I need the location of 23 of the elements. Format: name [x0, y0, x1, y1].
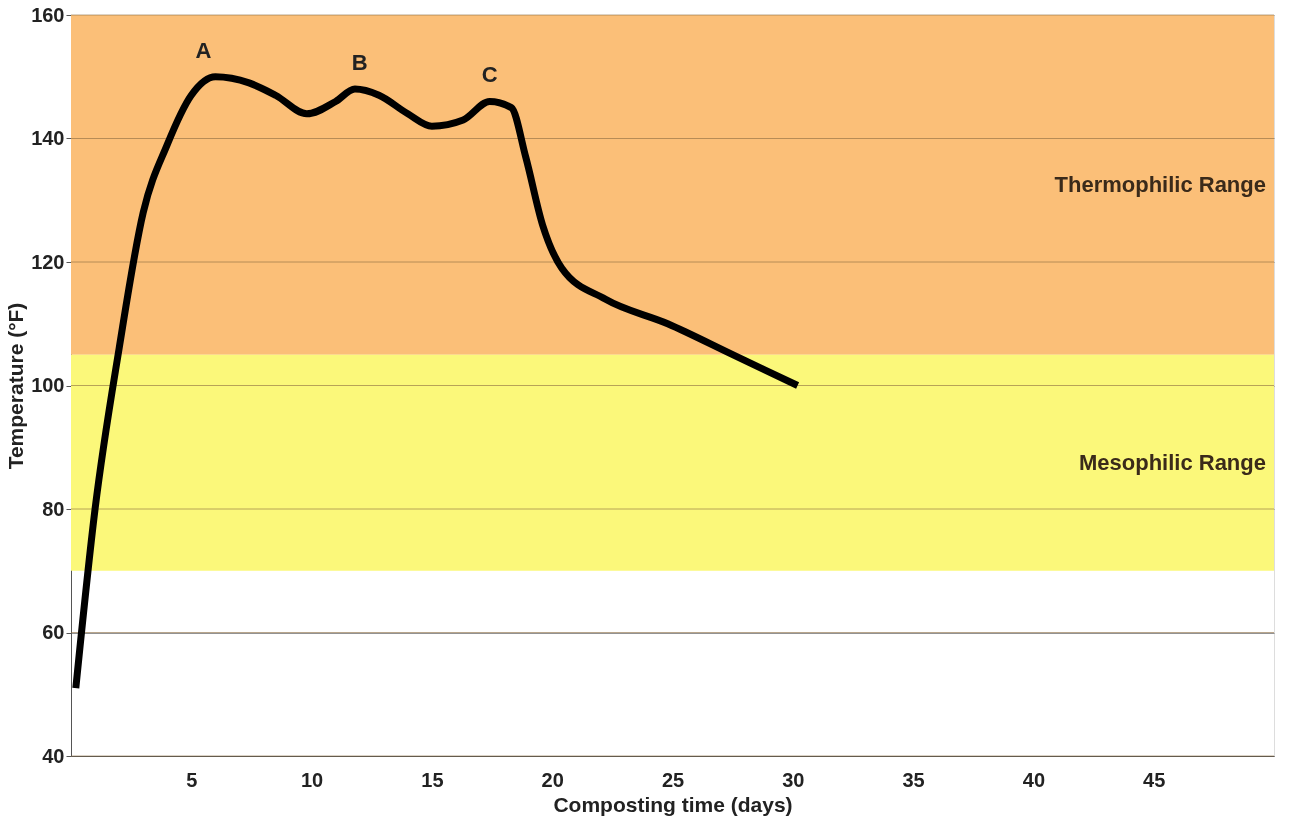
y-tick-label: 140 [31, 127, 65, 149]
x-tick-label: 15 [421, 768, 444, 791]
x-tick-label: 5 [186, 768, 198, 791]
y-tick-label: 40 [42, 744, 65, 767]
x-tick-label: 40 [1022, 768, 1046, 791]
y-axis-title: Temperature (°F) [4, 302, 28, 470]
annotation: B [351, 50, 368, 76]
x-tick-label: 10 [300, 768, 324, 791]
x-tick-label: 35 [902, 768, 925, 791]
annotation: A [195, 37, 212, 63]
y-tick-label: 80 [42, 497, 65, 520]
x-tick-label: 25 [661, 768, 685, 791]
y-tick-label: 160 [31, 3, 65, 26]
y-tick-label: 60 [42, 621, 65, 643]
x-tick-label: 45 [1143, 768, 1166, 791]
y-tick-label: 100 [31, 374, 65, 396]
band-label: Thermophilic Range [1054, 171, 1266, 197]
x-axis-title: Composting time (days) [553, 792, 793, 816]
annotation: C [481, 62, 498, 88]
x-tick-label: 30 [782, 768, 805, 791]
band-label: Mesophilic Range [1078, 449, 1266, 475]
x-tick-label: 20 [541, 768, 564, 791]
y-tick-label: 120 [31, 250, 65, 273]
